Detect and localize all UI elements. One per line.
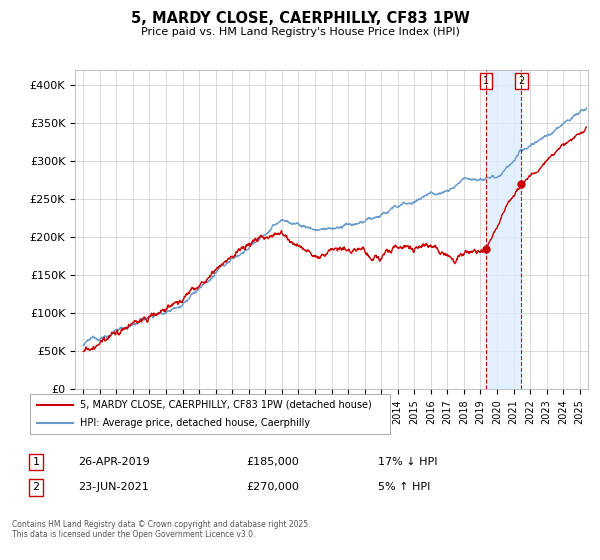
Text: Price paid vs. HM Land Registry's House Price Index (HPI): Price paid vs. HM Land Registry's House … bbox=[140, 27, 460, 37]
Text: 5, MARDY CLOSE, CAERPHILLY, CF83 1PW: 5, MARDY CLOSE, CAERPHILLY, CF83 1PW bbox=[131, 11, 469, 26]
Text: 5, MARDY CLOSE, CAERPHILLY, CF83 1PW (detached house): 5, MARDY CLOSE, CAERPHILLY, CF83 1PW (de… bbox=[80, 400, 372, 410]
Text: 26-APR-2019: 26-APR-2019 bbox=[78, 457, 150, 467]
Text: 1: 1 bbox=[32, 457, 40, 467]
Text: 2: 2 bbox=[32, 482, 40, 492]
Text: 23-JUN-2021: 23-JUN-2021 bbox=[78, 482, 149, 492]
Text: 5% ↑ HPI: 5% ↑ HPI bbox=[378, 482, 430, 492]
Bar bbox=[486, 70, 521, 389]
Text: £185,000: £185,000 bbox=[246, 457, 299, 467]
Text: HPI: Average price, detached house, Caerphilly: HPI: Average price, detached house, Caer… bbox=[80, 418, 311, 428]
Text: 1: 1 bbox=[482, 76, 489, 86]
Text: Contains HM Land Registry data © Crown copyright and database right 2025.
This d: Contains HM Land Registry data © Crown c… bbox=[12, 520, 311, 539]
Text: 17% ↓ HPI: 17% ↓ HPI bbox=[378, 457, 437, 467]
Text: 2: 2 bbox=[518, 76, 524, 86]
Text: £270,000: £270,000 bbox=[246, 482, 299, 492]
